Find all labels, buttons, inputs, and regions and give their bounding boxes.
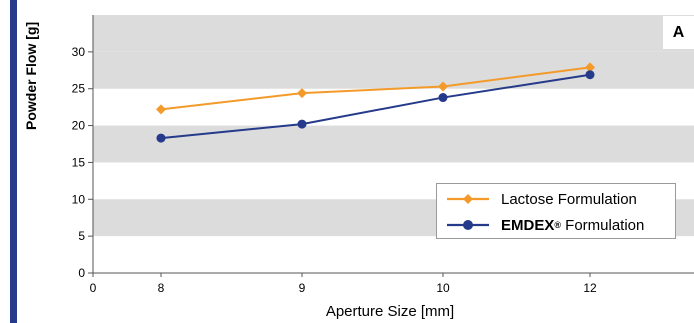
data-point-emdex — [156, 133, 166, 143]
grid-band — [93, 51, 694, 89]
y-tick-label: 15 — [72, 155, 86, 169]
y-tick-label: 0 — [78, 266, 85, 280]
legend-swatch-emdex — [447, 220, 489, 230]
series-line-1 — [160, 73, 591, 140]
data-point-emdex — [297, 119, 307, 129]
legend-label-emdex-mark: ® — [554, 220, 561, 230]
y-tick-label: 30 — [72, 45, 86, 59]
data-point-lactose — [585, 62, 595, 73]
data-point-lactose — [438, 81, 448, 92]
y-tick-label: 10 — [72, 192, 86, 206]
legend: Lactose Formulation EMDEX ® Formulation — [436, 183, 676, 239]
legend-item-lactose: Lactose Formulation — [445, 189, 637, 209]
panel-label: A — [663, 16, 694, 49]
y-tick-label: 5 — [78, 229, 85, 243]
accent-bar — [10, 0, 17, 323]
x-tick-label: 0 — [90, 281, 97, 295]
legend-label-emdex-brand: EMDEX — [501, 216, 555, 234]
legend-label-lactose: Lactose Formulation — [501, 190, 637, 208]
data-point-emdex — [585, 70, 595, 80]
y-tick-label: 20 — [72, 119, 86, 133]
x-tick-label: 9 — [299, 281, 306, 295]
legend-label-emdex-rest: Formulation — [560, 216, 645, 234]
x-tick-label: 8 — [158, 281, 165, 295]
data-point-emdex — [438, 93, 448, 103]
y-axis-label: Powder Flow [g] — [23, 21, 39, 130]
series-line-0 — [160, 66, 591, 111]
data-point-lactose — [297, 88, 307, 99]
x-tick-label: 12 — [583, 281, 597, 295]
legend-item-emdex: EMDEX ® Formulation — [445, 215, 644, 235]
grid-band — [93, 15, 694, 52]
legend-swatch-lactose — [447, 194, 489, 204]
data-point-lactose — [156, 104, 166, 115]
grid-band — [93, 125, 694, 163]
x-tick-label: 10 — [436, 281, 450, 295]
x-axis-label: Aperture Size [mm] — [326, 303, 454, 320]
y-tick-label: 25 — [72, 82, 86, 96]
